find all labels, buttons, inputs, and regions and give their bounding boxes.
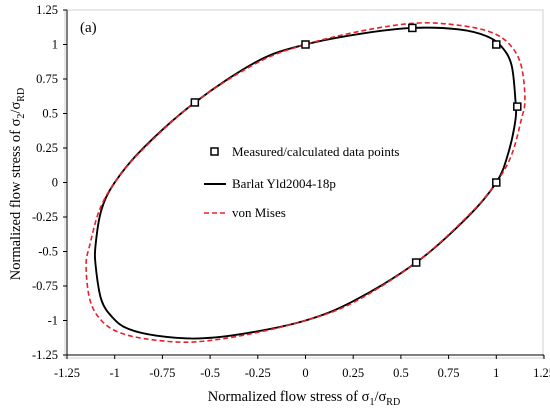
panel-label: (a): [80, 20, 97, 36]
tick-labels: -1.25 -1 -0.75 -0.5 -0.25 0 0.25 0.5 0.75 1 1.25 -1…: [32, 3, 550, 380]
data-point-marker: [492, 178, 501, 187]
y-tick-label: 0.75: [36, 72, 58, 86]
y-tick-label: -0.75: [32, 279, 58, 293]
y-tick-label: 0: [52, 176, 58, 190]
y-tick-label: -0.25: [32, 210, 58, 224]
legend-square-marker: [210, 147, 219, 156]
y-tick-label: -1: [48, 314, 58, 328]
y-tick-label: 1: [52, 38, 58, 52]
x-tick-label: -1.25: [54, 366, 80, 380]
x-tick-label: -0.25: [245, 366, 271, 380]
x-tick-label: -0.75: [149, 366, 175, 380]
legend-entry-data-points: Measured/calculated data points: [232, 144, 400, 159]
data-point-marker: [411, 258, 421, 267]
data-point-marker: [408, 23, 417, 33]
x-tick-label: 0.25: [342, 366, 364, 380]
x-tick-label: -0.5: [200, 366, 220, 380]
y-tick-label: 0.25: [36, 141, 58, 155]
y-tick-label: 1.25: [36, 3, 58, 17]
data-point-marker: [301, 40, 310, 49]
legend-entry-von-mises: von Mises: [232, 205, 286, 220]
data-point-markers: [190, 23, 522, 267]
x-tick-label: 1: [493, 366, 499, 380]
y-tick-label: -0.5: [38, 245, 58, 259]
y-tick-label: -1.25: [32, 348, 58, 362]
x-axis-label: Normalized flow stress of σ1/σRD: [208, 389, 400, 408]
x-tick-label: 0: [302, 366, 308, 380]
von-mises-curve: [85, 22, 526, 343]
y-axis-label: Normalized flow stress of σ2/σRD: [8, 88, 27, 280]
legend: Measured/calculated data points Barlat Y…: [204, 144, 400, 220]
plot-frame: [64, 9, 544, 359]
legend-entry-barlat: Barlat Yld2004-18p: [232, 176, 336, 191]
x-tick-label: 1.25: [533, 366, 550, 380]
x-tick-label: 0.75: [438, 366, 460, 380]
axes: [63, 9, 545, 359]
data-point-marker: [492, 40, 501, 49]
y-tick-label: 0.5: [42, 107, 58, 121]
data-point-marker: [513, 102, 522, 111]
data-point-marker: [190, 98, 200, 107]
x-tick-label: -1: [109, 366, 119, 380]
curves: [85, 22, 526, 343]
x-tick-label: 0.5: [393, 366, 409, 380]
